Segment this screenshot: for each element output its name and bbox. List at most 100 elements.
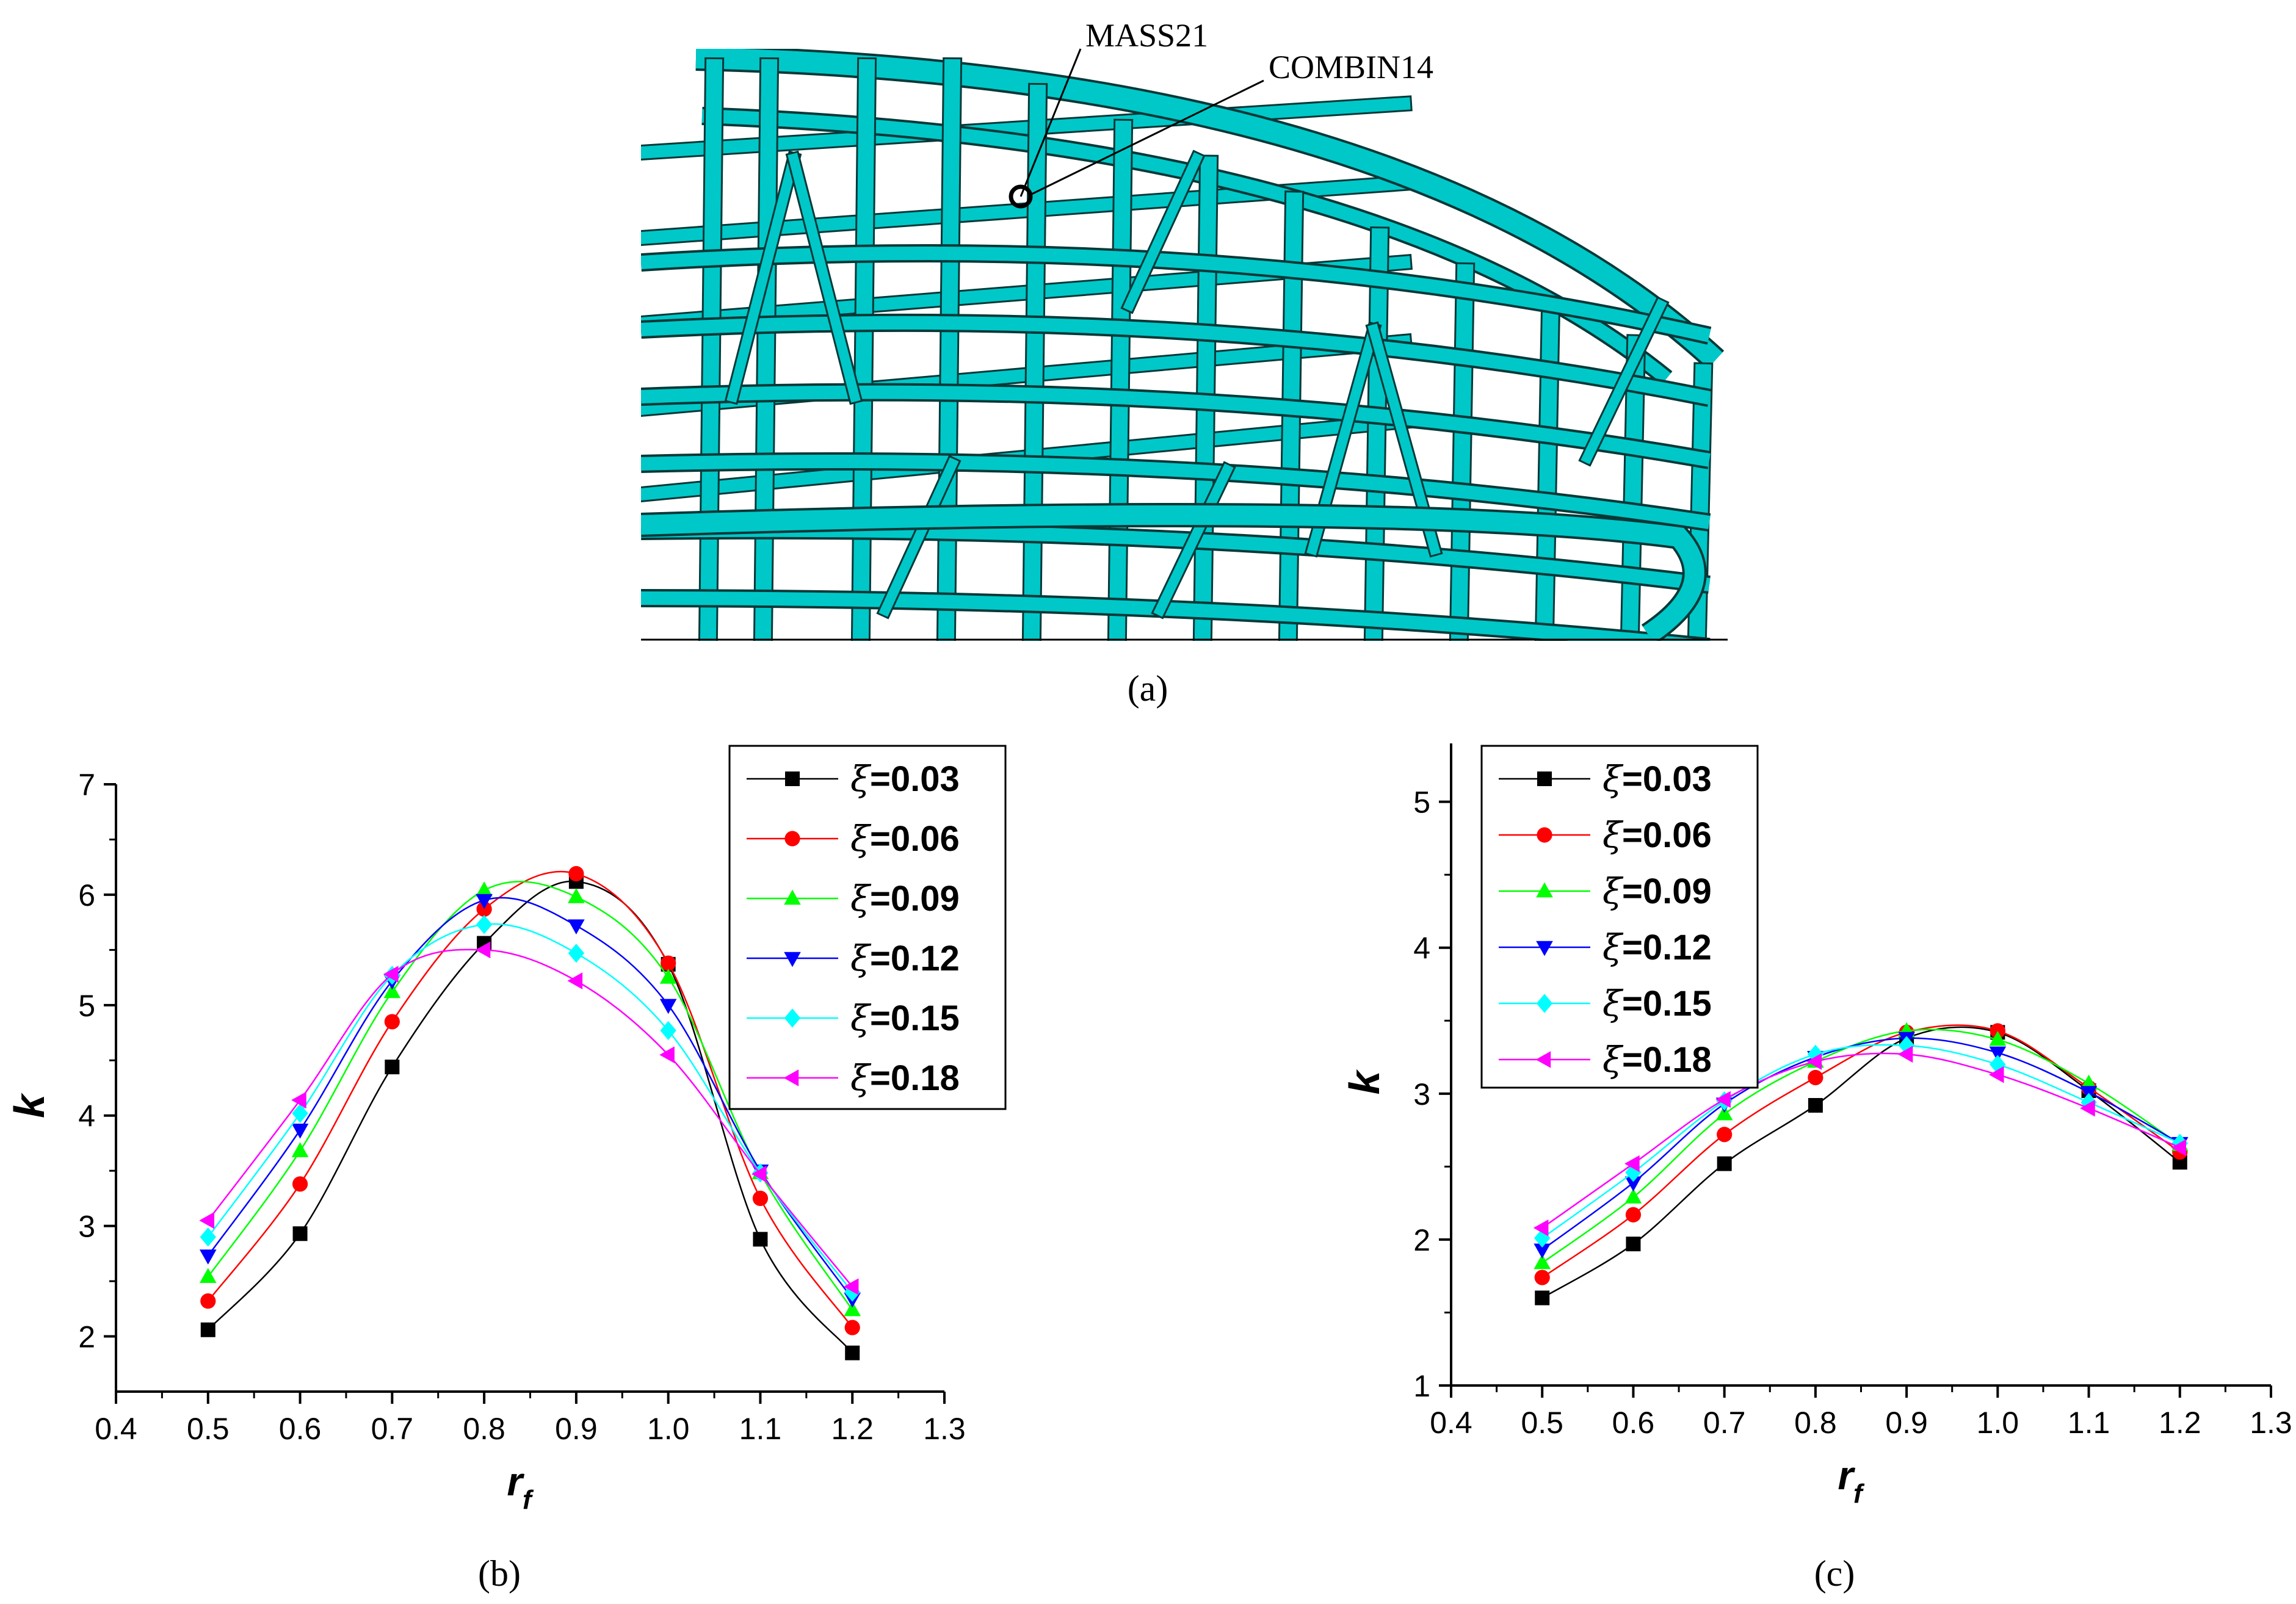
data-point [292, 1104, 308, 1123]
x-tick-label: 0.9 [555, 1412, 598, 1446]
data-point [568, 944, 585, 963]
x-tick-label: 1.0 [647, 1412, 690, 1446]
x-tick-label: 1.3 [923, 1412, 966, 1446]
data-point [567, 972, 583, 989]
legend-marker [1536, 994, 1553, 1013]
x-tick-label: 1.1 [2068, 1406, 2110, 1440]
legend-box [1480, 745, 1759, 1089]
top-rail-fill [695, 49, 1723, 368]
data-point [1624, 1176, 1642, 1192]
data-point [661, 955, 676, 971]
data-point [199, 1249, 217, 1265]
diagonal-brace-fill [788, 153, 861, 403]
legend-label: ξ=0.12 [850, 937, 960, 979]
y-tick-label: 5 [78, 989, 95, 1023]
x-tick-label: 1.0 [1977, 1406, 2019, 1440]
data-point [1535, 1290, 1550, 1306]
legend-marker [1537, 771, 1552, 786]
y-tick-label: 4 [1413, 931, 1430, 966]
data-point [1717, 1156, 1732, 1171]
data-point [1626, 1237, 1641, 1252]
data-point [384, 1014, 400, 1030]
fe-model-panel: MASS21 COMBIN14 (a) [641, 17, 1728, 709]
diagonal-brace-fill [1581, 298, 1667, 464]
legend-label: ξ=0.03 [1602, 758, 1712, 800]
panel-b-caption: (b) [478, 1553, 521, 1594]
legend-item: ξ=0.15 [747, 997, 960, 1039]
series-2 [200, 865, 860, 1335]
legend-item: ξ=0.03 [747, 758, 960, 800]
combin14-label: COMBIN14 [1269, 49, 1433, 85]
legend-marker [1536, 882, 1553, 898]
diagonal-brace-fill [878, 457, 959, 617]
data-point [751, 1165, 767, 1183]
data-point [1989, 1030, 2007, 1046]
vertical-post-fill [1109, 120, 1132, 641]
legend-marker [784, 889, 801, 905]
data-point [200, 1227, 216, 1247]
series-6 [1533, 1046, 2186, 1237]
vertical-post-fill [1450, 264, 1474, 641]
legend-label: ξ=0.15 [850, 997, 960, 1039]
data-point [1990, 1055, 2006, 1074]
deck-beam-fill [641, 455, 1711, 529]
data-point [199, 1268, 217, 1284]
data-point [199, 1212, 214, 1229]
deck-beam-fill [641, 591, 1711, 641]
x-tick-label: 0.5 [1521, 1406, 1563, 1440]
legend-item: ξ=0.09 [747, 878, 960, 919]
vertical-post-fill [1536, 300, 1559, 641]
data-point [1806, 1053, 1822, 1071]
data-point [1989, 1046, 2007, 1062]
data-point [1808, 1069, 1823, 1086]
x-tick-label: 0.9 [1885, 1406, 1928, 1440]
data-point [1625, 1207, 1642, 1223]
data-point [476, 881, 493, 897]
data-point [660, 1021, 676, 1041]
data-point [844, 1320, 860, 1335]
legend-item: ξ=0.06 [1499, 814, 1712, 856]
y-axis-label: k [1341, 1069, 1388, 1094]
legend-item: ξ=0.12 [747, 937, 960, 979]
data-point [1624, 1188, 1642, 1204]
data-point [1715, 1091, 1731, 1108]
data-point [2080, 1099, 2095, 1117]
data-point [383, 983, 401, 999]
data-point [1534, 1270, 1550, 1285]
legend-marker [784, 952, 801, 967]
bottom-ring-fill [641, 505, 1704, 641]
data-point [1897, 1046, 1913, 1063]
data-point [2171, 1139, 2186, 1157]
data-point [659, 999, 677, 1014]
legend-marker [783, 1069, 799, 1086]
legend-label: ξ=0.09 [850, 878, 960, 919]
data-point [383, 966, 399, 983]
series-line [207, 897, 853, 1299]
data-point [843, 1278, 859, 1295]
legend-item: ξ=0.18 [747, 1057, 960, 1099]
data-point [1624, 1155, 1640, 1172]
data-point [292, 1226, 308, 1241]
y-tick-label: 7 [78, 768, 95, 802]
diagonal-brace-fill [1123, 152, 1203, 312]
data-point [752, 1190, 769, 1207]
data-point [475, 941, 491, 959]
legend-item: ξ=0.15 [1499, 983, 1712, 1024]
x-tick-label: 0.6 [279, 1412, 322, 1446]
data-point [1534, 1228, 1551, 1248]
data-point [845, 1345, 860, 1360]
data-point [1534, 1243, 1551, 1259]
panel-a-caption: (a) [1128, 668, 1168, 709]
y-tick-label: 4 [78, 1099, 95, 1133]
vertical-post-fill [755, 59, 778, 641]
x-tick-label: 0.4 [95, 1412, 137, 1446]
data-point [1715, 1105, 1733, 1121]
data-point [1988, 1066, 2004, 1083]
legend-label: ξ=0.06 [850, 818, 960, 859]
data-point [568, 919, 585, 934]
series-line [207, 923, 853, 1293]
data-point [476, 901, 492, 917]
fe-model-illustration [641, 49, 1725, 641]
legend-box [728, 745, 1007, 1110]
y-tick-label: 5 [1413, 786, 1430, 820]
